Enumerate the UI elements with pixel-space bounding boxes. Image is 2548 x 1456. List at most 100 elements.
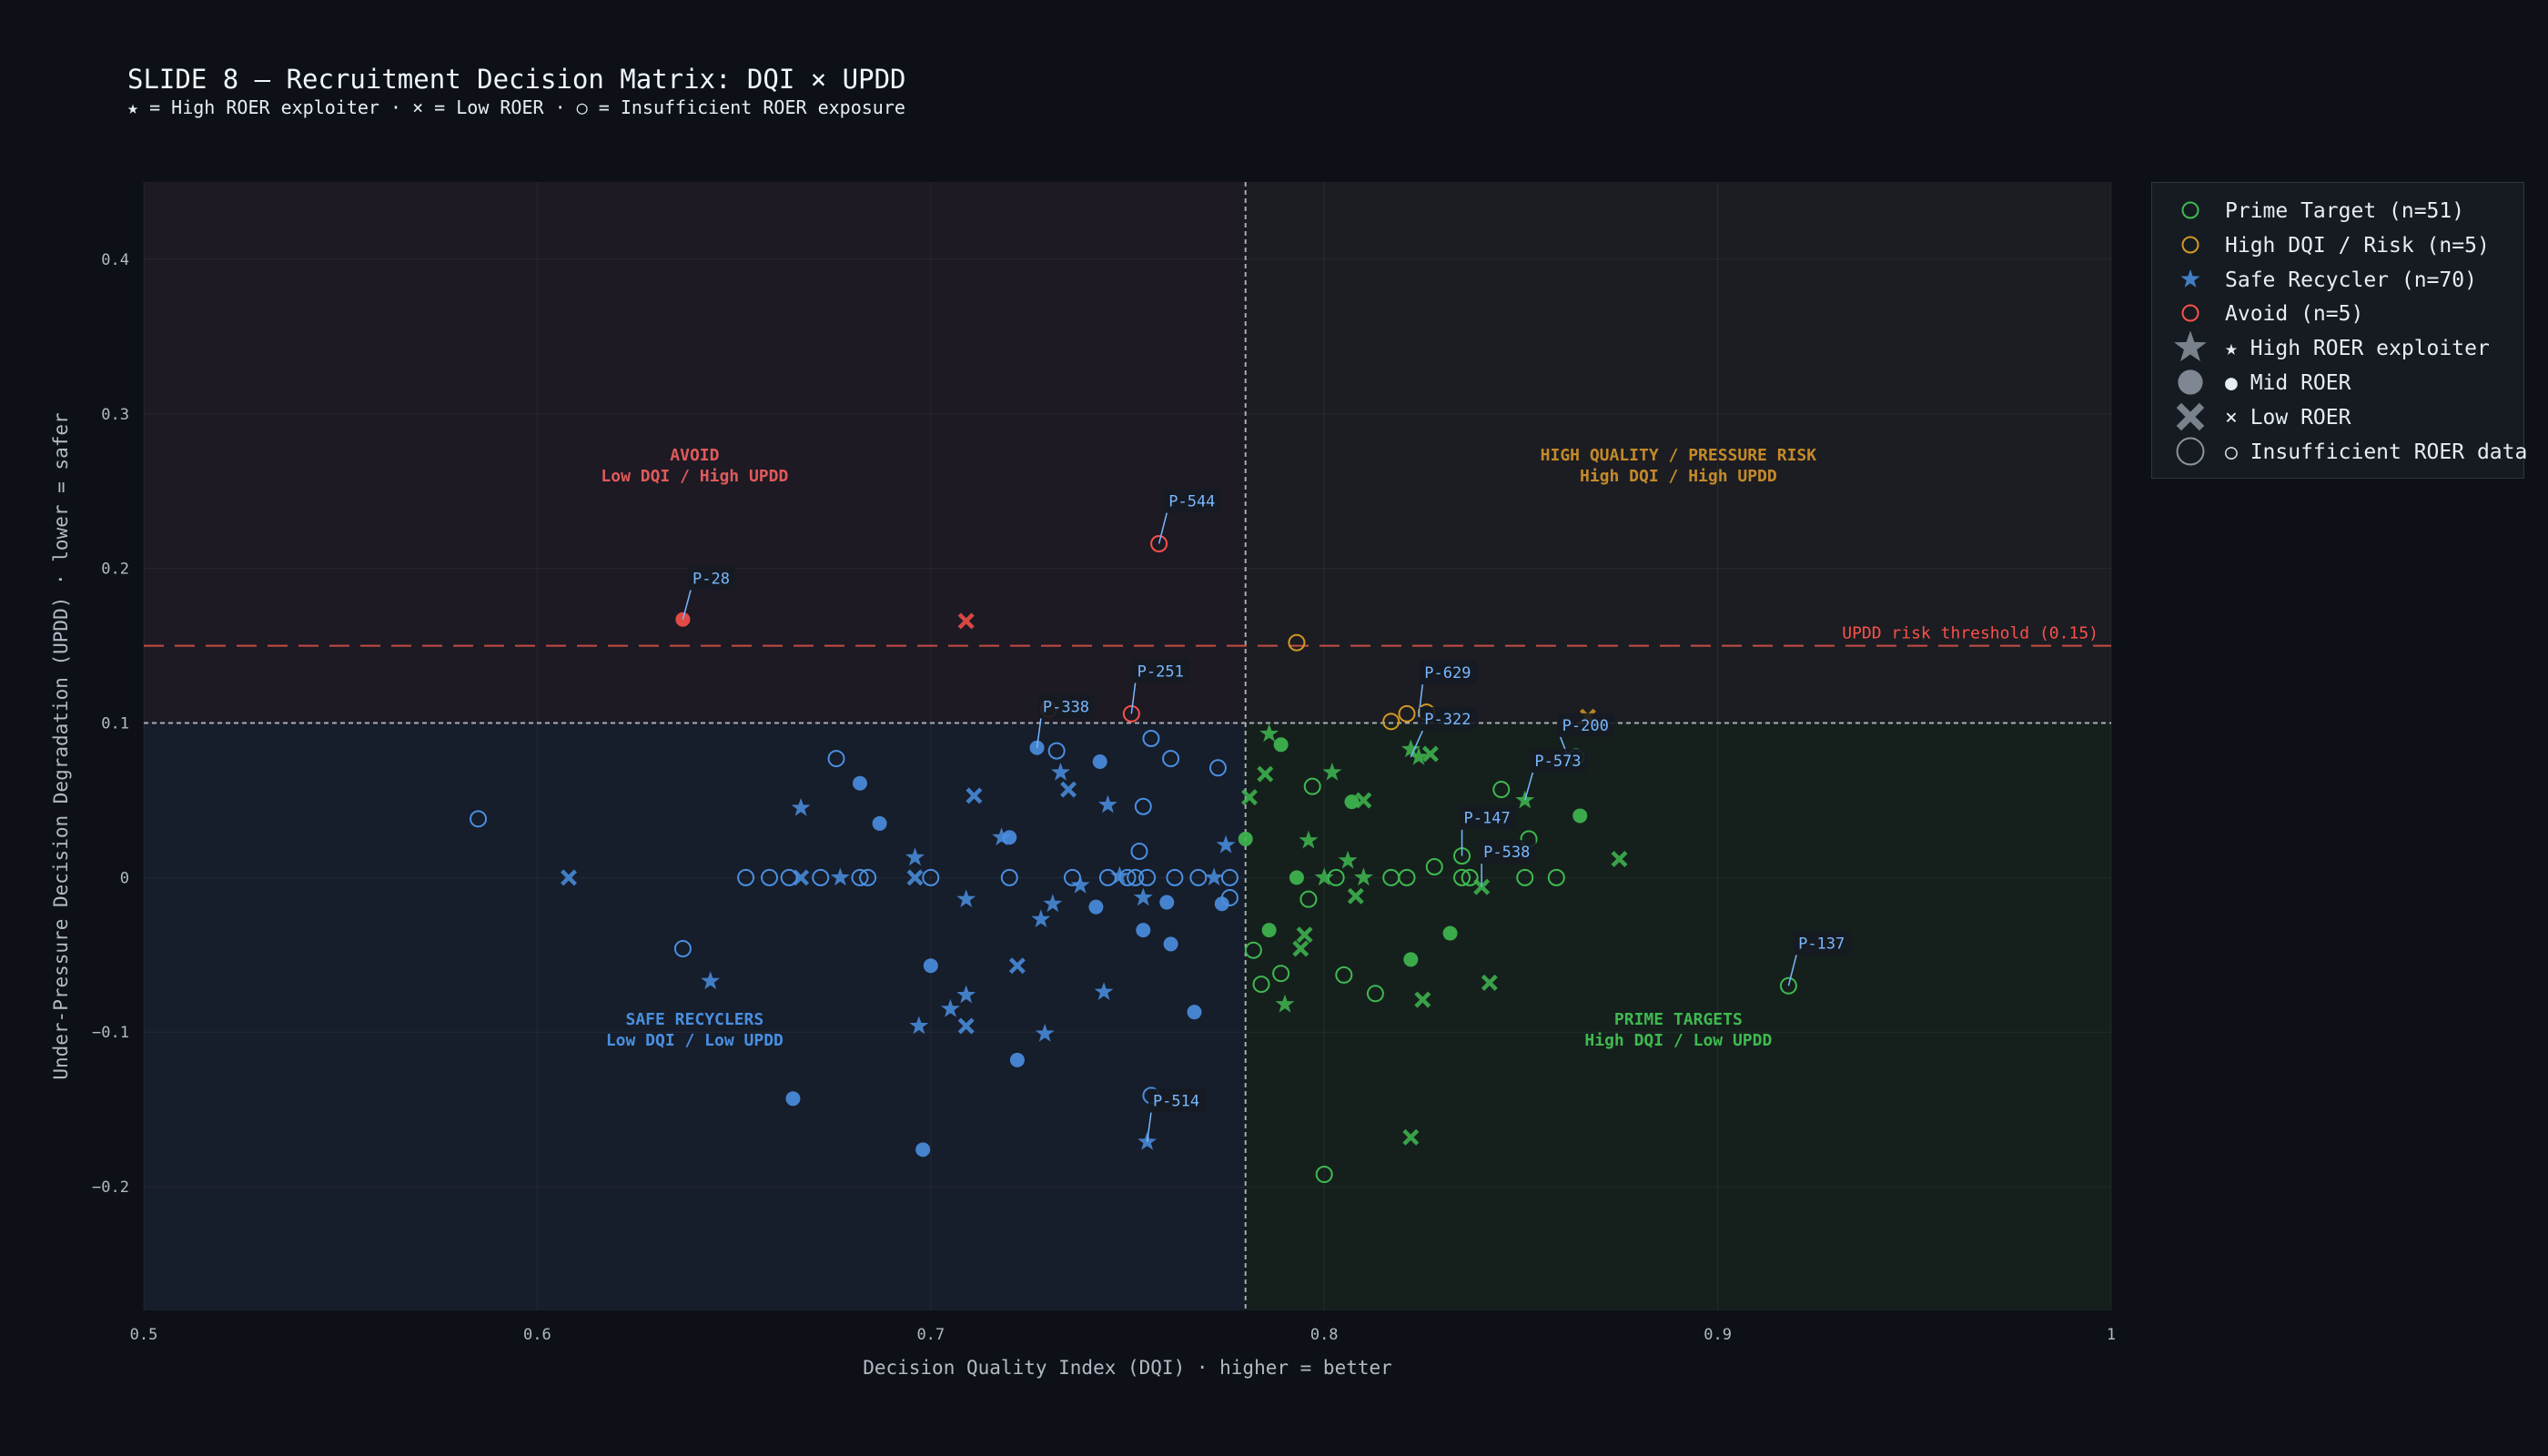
data-point bbox=[1008, 957, 1026, 975]
y-tick-label: 0.2 bbox=[101, 561, 129, 579]
data-point bbox=[1611, 851, 1628, 867]
data-point bbox=[1163, 936, 1178, 952]
quadrant-label-prime: PRIME TARGETS bbox=[1614, 1010, 1743, 1029]
data-point bbox=[1425, 857, 1443, 875]
annotation-box bbox=[1164, 489, 1221, 513]
data-point bbox=[1088, 899, 1104, 915]
data-point bbox=[1338, 850, 1358, 869]
data-point bbox=[1315, 1166, 1333, 1184]
x-tick-label: 0.6 bbox=[523, 1326, 551, 1344]
data-point bbox=[859, 868, 877, 886]
data-point bbox=[1130, 843, 1148, 861]
data-point bbox=[1047, 742, 1066, 760]
data-point bbox=[1138, 868, 1157, 886]
annotation-arrow bbox=[682, 590, 692, 620]
legend-label: ○ Insufficient ROER data bbox=[2225, 440, 2528, 464]
legend-label: Avoid (n=5) bbox=[2225, 302, 2364, 327]
data-point bbox=[915, 1142, 931, 1158]
data-point bbox=[906, 869, 924, 886]
legend-marker-icon bbox=[2174, 331, 2207, 362]
x-tick-label: 0.7 bbox=[916, 1326, 945, 1344]
data-point bbox=[561, 869, 577, 886]
data-point bbox=[1166, 868, 1184, 886]
legend-item: High DQI / Risk (n=5) bbox=[2152, 228, 2523, 263]
data-point bbox=[956, 889, 976, 908]
data-point bbox=[956, 985, 976, 1004]
data-point bbox=[1043, 894, 1063, 913]
annotation-label-p-573: P-573 bbox=[1534, 753, 1581, 771]
data-point bbox=[1292, 940, 1309, 957]
data-point bbox=[1216, 834, 1236, 854]
quadrant-sublabel-safe: Low DQI / Low UPDD bbox=[606, 1031, 784, 1050]
legend-marker bbox=[2176, 437, 2205, 466]
data-point bbox=[793, 869, 810, 886]
data-point bbox=[1344, 794, 1360, 810]
annotation-arrow bbox=[1418, 683, 1424, 717]
data-point bbox=[1098, 868, 1117, 886]
data-point bbox=[1355, 792, 1372, 809]
data-point bbox=[1322, 762, 1342, 781]
data-point bbox=[1303, 777, 1321, 795]
data-point bbox=[827, 750, 845, 768]
data-point bbox=[1094, 982, 1114, 1000]
data-point bbox=[1009, 1052, 1025, 1067]
data-point bbox=[966, 787, 983, 804]
annotation-box bbox=[1459, 805, 1517, 830]
annotation-box bbox=[1794, 931, 1851, 956]
y-tick-label: 0 bbox=[120, 869, 129, 887]
y-tick-label: 0.4 bbox=[101, 251, 129, 269]
x-tick-label: 0.5 bbox=[130, 1326, 158, 1344]
data-point bbox=[1244, 941, 1262, 959]
data-point bbox=[1289, 870, 1304, 885]
quadrant-avoid-bg bbox=[144, 182, 1246, 723]
data-point bbox=[1275, 994, 1295, 1013]
data-point bbox=[1127, 868, 1145, 886]
data-point bbox=[1272, 965, 1290, 983]
annotation-arrow bbox=[1158, 512, 1168, 544]
data-point bbox=[1238, 831, 1253, 846]
annotation-box bbox=[1530, 748, 1587, 773]
y-tick-label: 0.1 bbox=[101, 715, 129, 733]
data-point bbox=[737, 868, 755, 886]
data-point bbox=[1220, 868, 1239, 886]
data-point bbox=[1000, 868, 1018, 886]
data-point bbox=[1189, 868, 1208, 886]
data-point bbox=[1063, 868, 1081, 886]
data-point bbox=[923, 958, 938, 974]
y-tick-label: 0.3 bbox=[101, 406, 129, 424]
data-point bbox=[1492, 781, 1511, 799]
data-point bbox=[1402, 1128, 1420, 1146]
chart-subtitle: ★ = High ROER exploiter · × = Low ROER ·… bbox=[127, 96, 905, 118]
legend-item: Avoid (n=5) bbox=[2152, 297, 2523, 331]
quadrant-label-risk: HIGH QUALITY / PRESSURE RISK bbox=[1541, 446, 1817, 465]
chart-title: SLIDE 8 — Recruitment Decision Matrix: D… bbox=[127, 64, 906, 95]
data-point bbox=[1070, 875, 1090, 894]
data-point bbox=[1481, 974, 1498, 991]
data-point bbox=[992, 827, 1012, 846]
annotation-label-p-544: P-544 bbox=[1168, 493, 1215, 511]
data-point bbox=[852, 775, 867, 791]
legend-item: ★ High ROER exploiter bbox=[2152, 331, 2523, 366]
data-point bbox=[791, 797, 811, 816]
data-point bbox=[1257, 765, 1274, 783]
data-point bbox=[1398, 704, 1416, 723]
data-point bbox=[1118, 868, 1137, 886]
annotation-label-p-137: P-137 bbox=[1798, 935, 1845, 953]
risk-threshold-label: UPDD risk threshold (0.15) bbox=[1842, 624, 2098, 643]
legend-marker bbox=[2181, 236, 2199, 254]
data-point bbox=[1092, 753, 1107, 769]
legend-marker-icon bbox=[2181, 201, 2199, 219]
legend-marker-icon bbox=[2180, 268, 2200, 288]
data-point bbox=[909, 1016, 929, 1035]
data-point bbox=[1288, 633, 1306, 652]
data-point bbox=[1547, 868, 1565, 886]
data-point bbox=[1382, 868, 1400, 886]
data-point bbox=[1122, 704, 1140, 723]
y-tick-label: −0.1 bbox=[92, 1024, 129, 1042]
annotation-box bbox=[1420, 707, 1477, 732]
y-tick-label: −0.2 bbox=[92, 1178, 129, 1197]
data-point bbox=[851, 868, 869, 886]
data-point bbox=[780, 868, 798, 886]
data-point bbox=[1133, 887, 1153, 906]
